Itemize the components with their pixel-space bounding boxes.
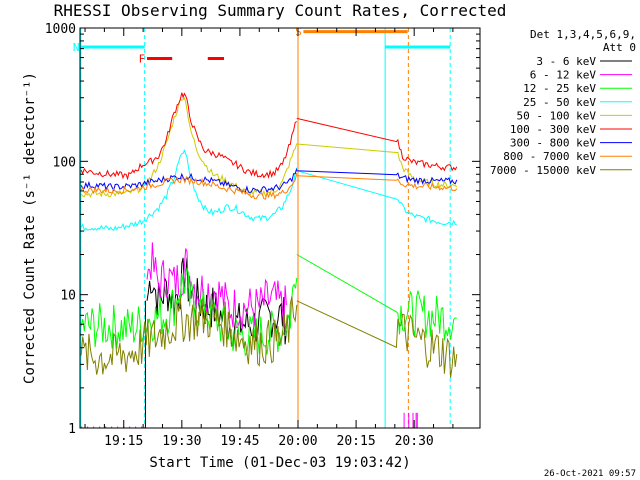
y-tick-label-2: 100	[53, 155, 76, 170]
x-axis: 19:15 19:30 19:45 20:00 20:15 20:30	[84, 28, 454, 449]
legend-label-5: 100 - 300 keV	[510, 123, 596, 136]
series-line-7	[80, 172, 458, 200]
legend-label-8: 7000 - 15000 keV	[490, 164, 596, 177]
plot-area: NFS	[73, 26, 458, 428]
x-tick-label-3: 20:00	[278, 434, 317, 449]
series-line-8	[80, 296, 458, 378]
series-line-3	[80, 148, 458, 232]
legend-label-4: 50 - 100 keV	[517, 109, 597, 122]
x-tick-label-1: 19:30	[162, 434, 201, 449]
x-tick-label-5: 20:30	[395, 434, 434, 449]
y-axis-label: Corrected Count Rate (s⁻¹ detector⁻¹)	[22, 72, 38, 384]
y-tick-label-3: 1000	[45, 22, 76, 37]
status-bar-label-1: F	[139, 53, 146, 66]
y-tick-label-0: 1	[68, 422, 76, 437]
chart-title: RHESSI Observing Summary Count Rates, Co…	[54, 1, 507, 20]
plot-frame	[79, 27, 481, 429]
legend-label-1: 6 - 12 keV	[530, 69, 597, 82]
timestamp: 26-Oct-2021 09:57	[544, 469, 636, 479]
legend-label-0: 3 - 6 keV	[536, 55, 596, 68]
legend-header-1: Att 0	[603, 41, 636, 54]
series-line-5	[80, 92, 458, 181]
series-line-1	[146, 242, 287, 330]
y-tick-label-1: 10	[60, 289, 76, 304]
x-tick-label-0: 19:15	[104, 434, 143, 449]
legend-label-7: 800 - 7000 keV	[503, 150, 596, 163]
series-line-4	[80, 96, 458, 198]
legend-label-6: 300 - 800 keV	[510, 137, 596, 150]
plot-content	[80, 28, 458, 428]
series-line-0	[146, 257, 287, 347]
y-axis: 1 10 100 1000	[45, 22, 480, 437]
x-tick-label-4: 20:15	[337, 434, 376, 449]
legend-header-0: Det 1,3,4,5,6,9,	[530, 28, 636, 41]
legend-label-3: 25 - 50 keV	[523, 96, 596, 109]
legend-label-2: 12 - 25 keV	[523, 82, 596, 95]
x-axis-label: Start Time (01-Dec-03 19:03:42)	[149, 455, 410, 471]
x-tick-label-2: 19:45	[220, 434, 259, 449]
status-bar-label-0: N	[73, 41, 80, 54]
